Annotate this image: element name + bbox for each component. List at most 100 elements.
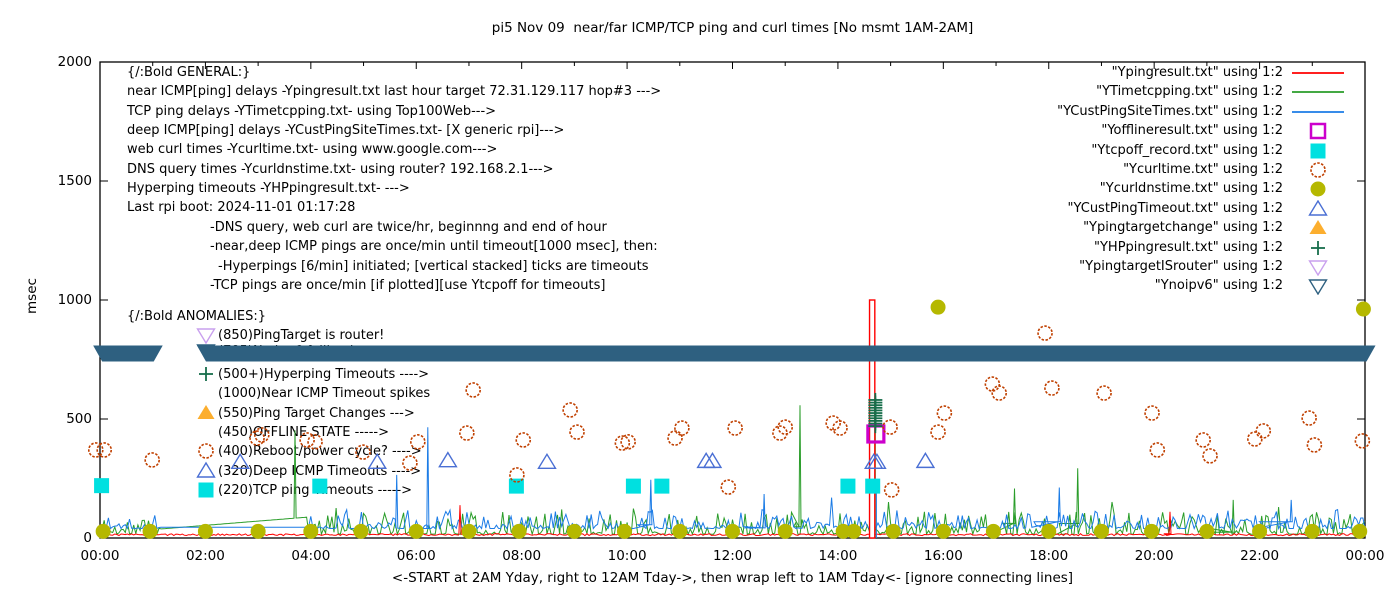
dns-point — [1199, 523, 1215, 539]
curl-point — [832, 420, 848, 436]
legend-swatch-triangle-up-open — [1308, 199, 1328, 216]
x-tick-label: 20:00 — [1134, 548, 1174, 564]
x-tick-label: 08:00 — [502, 548, 542, 564]
curl-point — [1306, 437, 1323, 453]
anomaly-icon-triangle-down-open — [196, 343, 216, 361]
deep-icmp-timeout-point — [867, 452, 887, 470]
legend-swatch-square-open — [1309, 122, 1327, 140]
tcpoff-point — [508, 478, 524, 494]
dns-point — [1144, 523, 1160, 539]
curl-point — [984, 376, 1001, 392]
anomaly-square-filled — [198, 482, 214, 498]
curl-point — [930, 424, 946, 440]
curl-point — [620, 434, 636, 450]
legend-swatch-line — [1292, 72, 1344, 74]
deep-icmp-timeout-point — [702, 452, 723, 469]
legend-swatch-circle-filled — [1310, 181, 1326, 197]
x-tick-label: 12:00 — [713, 548, 752, 564]
legend-entry-label: "Yofflineresult.txt" using 1:2 — [1101, 123, 1283, 139]
curl-point — [1255, 423, 1272, 439]
legend-entry-label: "Ypingtargetchange" using 1:2 — [1083, 220, 1283, 236]
dns-point — [511, 523, 527, 539]
curl-point — [144, 452, 160, 468]
curl-point — [1149, 442, 1166, 458]
anomaly-line: (320)Deep ICMP Timeouts ----> — [218, 463, 422, 479]
general-line: near ICMP[ping] delays -Ypingresult.txt … — [127, 84, 662, 100]
curl-point — [465, 382, 481, 398]
curl-point — [614, 435, 631, 451]
x-tick-label: 16:00 — [923, 548, 963, 564]
curl-point — [1301, 410, 1317, 426]
dns-point — [1352, 523, 1368, 539]
legend-entry-label: "YpingtargetISrouter" using 1:2 — [1079, 259, 1283, 274]
legend-entry-label: "YCustPingTimeout.txt" using 1:2 — [1067, 200, 1283, 216]
legend-swatch-triangle-up-filled — [1309, 220, 1327, 235]
curl-point — [991, 385, 1008, 401]
y-tick-label: 0 — [83, 530, 92, 546]
deep-icmp-timeout-point — [438, 451, 458, 468]
dns-point — [777, 523, 793, 539]
legend-triangle-down-open — [1308, 260, 1328, 276]
y-tick-label: 1500 — [57, 173, 92, 189]
anomaly-line: (400)Reboot/power cycle? ----> — [218, 444, 422, 460]
anomaly-line: (785)No ipv6 fallback ---> — [218, 343, 387, 359]
curl-point — [509, 467, 525, 483]
tcpoff-point — [840, 478, 856, 494]
general-header: {/:Bold GENERAL:} — [127, 65, 251, 80]
curl-point — [96, 442, 113, 458]
curl-point — [936, 405, 953, 421]
curl-point — [569, 424, 585, 440]
curl-point — [777, 419, 794, 435]
chart-title: pi5 Nov 09 near/far ICMP/TCP ping and cu… — [491, 20, 974, 36]
dns-point — [672, 523, 688, 539]
legend-swatch-square-filled — [1310, 143, 1326, 159]
anomaly-line: (1000)Near ICMP Timeout spikes — [218, 386, 431, 402]
general-line: -TCP pings are once/min [if plotted][use… — [210, 277, 606, 293]
x-tick-label: 14:00 — [818, 548, 858, 564]
anomaly-line: (500+)Hyperping Timeouts ----> — [218, 367, 430, 383]
anomaly-line: (450)OFFLINE STATE -----> — [218, 425, 389, 441]
legend-swatch-circle-open — [1310, 162, 1326, 178]
general-line: TCP ping delays -YTimetcpping.txt- using… — [127, 103, 497, 119]
anomaly-line: (220)TCP ping Timeouts -----> — [218, 483, 413, 499]
legend-circle-filled — [1310, 181, 1326, 197]
dns-high-point — [930, 299, 946, 315]
legend-entry-label: "Ypingresult.txt" using 1:2 — [1111, 65, 1283, 80]
anomaly-triangle-up-open — [196, 461, 216, 478]
curl-point — [1096, 385, 1112, 401]
anomaly-line: (550)Ping Target Changes ---> — [218, 405, 415, 421]
general-line: -Hyperpings [6/min] initiated; [vertical… — [218, 258, 649, 274]
legend-triangle-up-filled — [1309, 220, 1327, 235]
y-tick-label: 2000 — [57, 54, 92, 70]
general-line: -near,deep ICMP pings are once/min until… — [210, 239, 658, 255]
anomaly-triangle-up-filled — [197, 404, 215, 419]
tcpoff-point — [654, 478, 670, 494]
tcpoff-point — [625, 478, 641, 494]
legend-circle-open — [1310, 162, 1326, 178]
near-ping-trace — [99, 505, 1366, 537]
curl-point — [1247, 431, 1263, 447]
legend-entry-label: "YTimetcpping.txt" using 1:2 — [1096, 84, 1283, 100]
offline-point — [866, 424, 886, 444]
x-tick-label: 18:00 — [1029, 548, 1069, 564]
deep-icmp-timeout-point — [696, 452, 716, 469]
dns-point — [846, 523, 862, 539]
anomaly-icon-plus — [199, 367, 213, 382]
curl-point — [1195, 432, 1211, 448]
anomaly-icon-triangle-up-filled — [197, 404, 215, 419]
dns-point — [725, 523, 740, 539]
dns-point — [566, 523, 582, 539]
x-tick-label: 02:00 — [185, 548, 225, 564]
legend-entry-label: "YCustPingSiteTimes.txt" using 1:2 — [1057, 103, 1283, 119]
curl-point — [1354, 433, 1371, 449]
legend-entry-label: "Ycurldnstime.txt" using 1:2 — [1099, 181, 1283, 197]
dns-point — [1252, 523, 1268, 539]
legend-entry-label: "YHPpingresult.txt" using 1:2 — [1094, 239, 1283, 255]
dns-point — [885, 523, 901, 539]
dns-point — [1041, 523, 1057, 539]
tcpoff-point — [94, 478, 110, 494]
curl-point — [674, 420, 690, 436]
curl-point — [883, 482, 900, 498]
dns-high-point — [1355, 301, 1371, 317]
x-tick-label: 00:00 — [1345, 548, 1385, 564]
